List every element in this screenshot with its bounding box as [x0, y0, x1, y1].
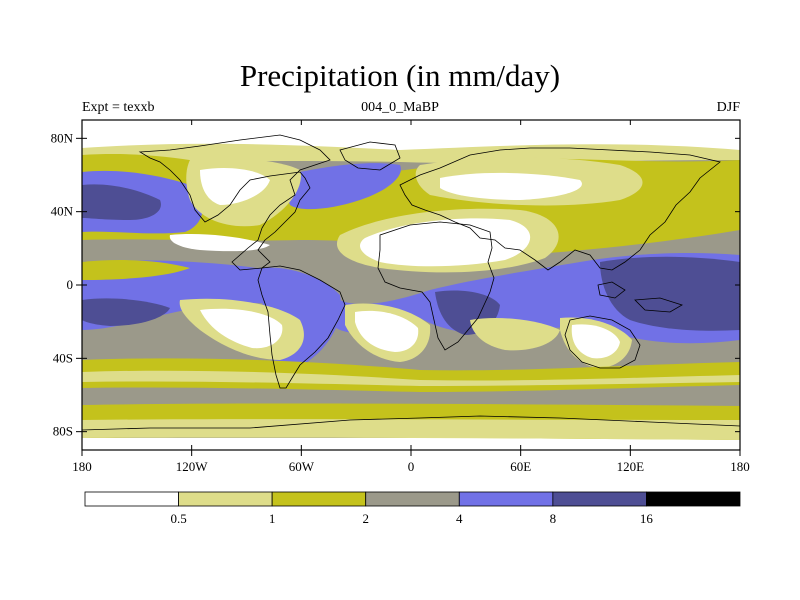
- colorbar-swatch: [84, 491, 179, 507]
- colorbar-swatch: [552, 491, 647, 507]
- colorbar-swatch: [458, 491, 554, 507]
- north-atlantic-wet: [288, 163, 401, 210]
- north-pacific-core: [82, 184, 161, 220]
- north-america-dry: [200, 168, 270, 205]
- lat-tick-label: 0: [67, 277, 74, 292]
- coast-australia: [564, 315, 641, 369]
- coast-africa: [377, 221, 495, 351]
- southeast-pacific-dry: [200, 308, 283, 349]
- colorbar-swatch: [178, 491, 273, 507]
- colorbar: 0.5 1 2 4 8 16: [84, 491, 741, 526]
- time-label: 004_0_MaBP: [361, 100, 439, 115]
- lon-tick-label: 120W: [176, 459, 209, 474]
- coast-new-guinea: [634, 297, 683, 313]
- colorbar-label: 0.5: [170, 511, 186, 526]
- map-field: [82, 120, 740, 450]
- colorbar-swatch: [271, 491, 367, 507]
- coast-antarctica: [82, 415, 740, 431]
- season-label: DJF: [716, 100, 740, 115]
- colorbar-label: 4: [456, 511, 463, 526]
- colorbar-swatch: [646, 491, 741, 507]
- east-pacific-dry-north: [169, 234, 270, 252]
- lon-tick-label: 0: [408, 459, 415, 474]
- eurasia-dry: [440, 172, 582, 200]
- colorbar-label: 8: [550, 511, 557, 526]
- sahara-dry: [360, 218, 531, 267]
- coast-eurasia: [399, 147, 721, 271]
- south-light-strip: [82, 370, 740, 386]
- lat-tick-label: 80N: [51, 130, 74, 145]
- latitude-axis: 80N 40N 0 40S 80S: [51, 130, 740, 439]
- experiment-label: Expt = texxb: [82, 100, 155, 115]
- coast-south-america: [257, 265, 346, 389]
- coastlines: [82, 134, 740, 431]
- colorbar-label: 16: [640, 511, 654, 526]
- lon-tick-label: 120E: [617, 459, 645, 474]
- colorbar-swatch: [365, 491, 460, 507]
- australia-dry: [571, 324, 620, 359]
- lon-tick-label: 180: [730, 459, 750, 474]
- map-title: Precipitation (in mm/day): [239, 58, 561, 93]
- warm-pool-core: [600, 256, 740, 331]
- lat-tick-label: 40N: [51, 204, 74, 219]
- antarctic-dry: [82, 438, 740, 450]
- colorbar-label: 2: [362, 511, 369, 526]
- south-atlantic-dry: [355, 310, 419, 352]
- coast-north-america: [138, 134, 331, 271]
- south-pacific-core: [82, 298, 170, 326]
- colorbar-label: 1: [269, 511, 276, 526]
- lat-tick-label: 80S: [53, 424, 73, 439]
- north-eq-olive: [82, 260, 190, 280]
- lon-tick-label: 60E: [510, 459, 531, 474]
- longitude-axis: 180 120W 60W 0 60E 120E 180: [72, 120, 750, 474]
- lon-tick-label: 60W: [289, 459, 315, 474]
- south-indian-light: [470, 318, 560, 351]
- coast-borneo: [597, 281, 626, 299]
- coast-greenland: [339, 141, 401, 171]
- antarctic-light: [82, 419, 740, 440]
- lat-tick-label: 40S: [53, 350, 73, 365]
- lon-tick-label: 180: [72, 459, 92, 474]
